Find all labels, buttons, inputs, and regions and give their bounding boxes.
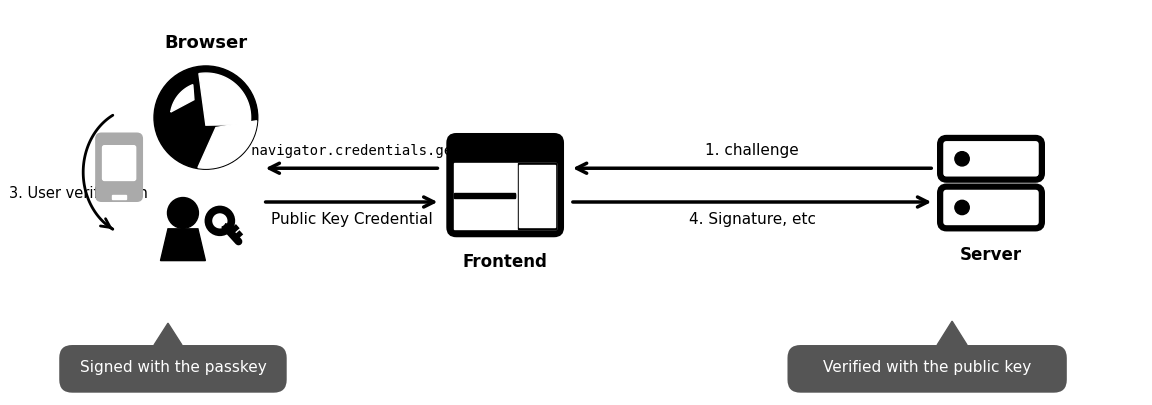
FancyBboxPatch shape	[446, 133, 564, 237]
Circle shape	[167, 198, 198, 228]
Polygon shape	[198, 121, 257, 168]
Bar	[520, 165, 554, 227]
Text: 3. User verification: 3. User verification	[9, 185, 149, 200]
Text: Verified with the public key: Verified with the public key	[823, 360, 1031, 375]
Text: 1. challenge: 1. challenge	[705, 143, 799, 158]
Bar	[454, 163, 556, 229]
Text: 2. navigator.credentials.get(): 2. navigator.credentials.get()	[226, 144, 477, 158]
Text: Browser: Browser	[165, 34, 248, 52]
FancyBboxPatch shape	[59, 345, 287, 393]
Polygon shape	[154, 323, 182, 345]
Bar	[454, 194, 515, 197]
Polygon shape	[199, 73, 251, 125]
Polygon shape	[170, 85, 194, 112]
Text: Signed with the passkey: Signed with the passkey	[79, 360, 266, 375]
Text: Frontend: Frontend	[463, 253, 547, 271]
FancyBboxPatch shape	[940, 187, 1041, 228]
Text: Public Key Credential: Public Key Credential	[271, 212, 432, 227]
Bar	[113, 195, 126, 198]
FancyBboxPatch shape	[101, 145, 136, 181]
Circle shape	[955, 200, 969, 215]
FancyBboxPatch shape	[788, 345, 1067, 393]
Text: Server: Server	[960, 246, 1022, 264]
Polygon shape	[937, 321, 967, 345]
Bar	[518, 163, 556, 229]
FancyBboxPatch shape	[96, 132, 143, 202]
Bar	[454, 194, 515, 198]
Circle shape	[154, 66, 258, 169]
Circle shape	[955, 151, 969, 166]
FancyBboxPatch shape	[940, 138, 1041, 180]
Circle shape	[214, 216, 225, 226]
Polygon shape	[160, 229, 205, 260]
Text: 4. Signature, etc: 4. Signature, etc	[689, 212, 816, 227]
